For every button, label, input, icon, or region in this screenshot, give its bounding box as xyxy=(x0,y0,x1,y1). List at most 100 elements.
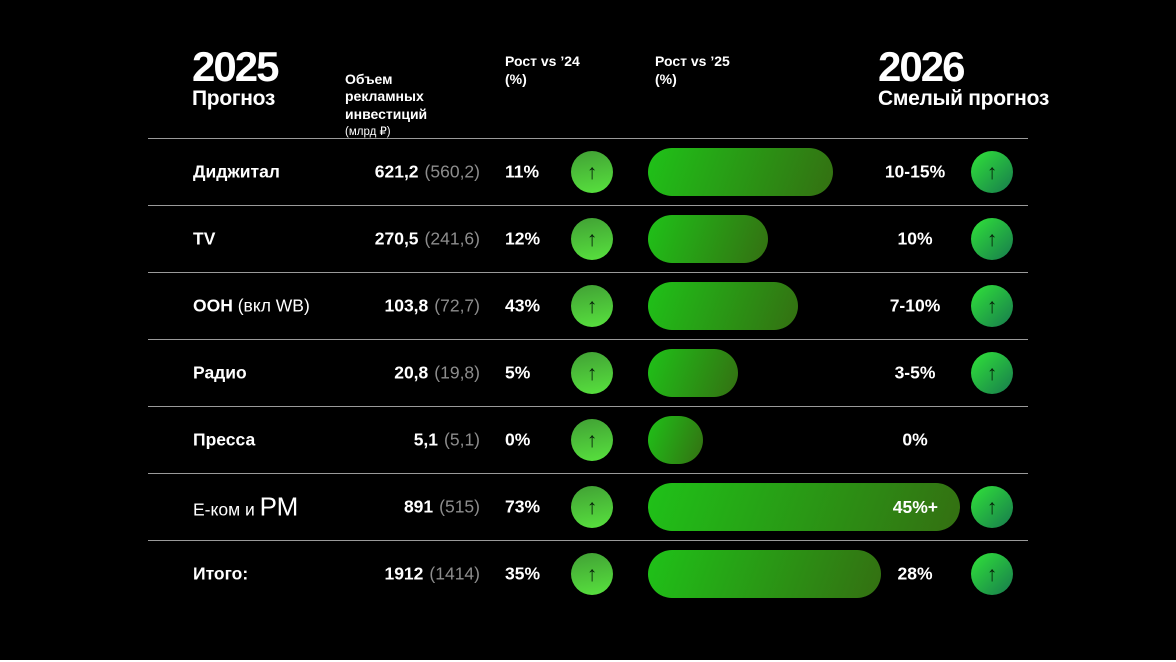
row-label-part: TV xyxy=(193,228,216,249)
row-label-part: OOH xyxy=(193,295,238,316)
arrow-up-icon: ↑ xyxy=(586,227,598,251)
column-header-growth-vs25: Рост vs ’25 (%) xyxy=(655,53,730,87)
year-2025-subheading: Прогноз xyxy=(192,87,276,110)
row-growth-vs24: 0% xyxy=(505,429,531,450)
growth-bar xyxy=(648,282,798,330)
row-label: Радио xyxy=(193,363,247,384)
row-value-cell: 103,8 (72,7) xyxy=(248,296,480,317)
forecast-badge: ↑ xyxy=(971,352,1013,394)
growth-badge: ↑ xyxy=(571,218,613,260)
growth-badge: ↑ xyxy=(571,419,613,461)
column-header-volume: Объем рекламных инвестиций (млрд ₽) xyxy=(345,53,427,157)
forecast-badge: ↑ xyxy=(971,218,1013,260)
growth-badge: ↑ xyxy=(571,553,613,595)
row-value-2024: (241,6) xyxy=(424,228,480,249)
row-label-part: РМ xyxy=(259,491,299,522)
row-forecast-2026: 10-15% xyxy=(884,161,946,182)
growth-badge: ↑ xyxy=(571,352,613,394)
row-label: Итого: xyxy=(193,564,248,585)
table-row: Пресса 5,1(5,1) 0% ↑ 0% ↑ xyxy=(148,406,1028,473)
growth-badge: ↑ xyxy=(571,151,613,193)
growth-bar: 45%+ xyxy=(648,483,960,531)
arrow-up-icon: ↑ xyxy=(586,428,598,452)
growth-badge: ↑ xyxy=(571,486,613,528)
row-growth-vs24: 35% xyxy=(505,563,541,584)
row-label: Пресса xyxy=(193,430,255,451)
column-header-volume-unit: (млрд ₽) xyxy=(345,126,391,138)
row-growth-vs24: 43% xyxy=(505,295,541,316)
row-label-part: Диджитал xyxy=(193,161,280,182)
arrow-up-icon: ↑ xyxy=(986,160,998,184)
forecast-badge: ↑ xyxy=(971,486,1013,528)
row-growth-vs24: 5% xyxy=(505,362,531,383)
table-row: Е-ком и РМ 891 (515) 73% ↑ 45%+ ↑ xyxy=(148,473,1028,540)
arrow-up-icon: ↑ xyxy=(586,361,598,385)
row-forecast-2026: 7-10% xyxy=(889,295,941,316)
table-row: Радио 20,8 (19,8) 5% ↑ 3-5% ↑ xyxy=(148,339,1028,406)
arrow-up-icon: ↑ xyxy=(986,495,998,519)
growth-bar xyxy=(648,550,881,598)
row-value-2025: 5,1 xyxy=(413,429,439,450)
forecast-badge: ↑ xyxy=(971,285,1013,327)
row-value-cell: 270,5 (241,6) xyxy=(248,229,480,250)
row-value-2025: 891 xyxy=(403,496,434,517)
row-value-cell: 5,1 (5,1) xyxy=(248,430,480,451)
arrow-up-icon: ↑ xyxy=(986,562,998,586)
row-value-2024: (19,8) xyxy=(434,362,480,383)
table-row: Диджитал 621,2 (560,2) 11% ↑ 10-15% ↑ xyxy=(148,138,1028,205)
forecast-badge: ↑ xyxy=(971,151,1013,193)
row-growth-vs24: 11% xyxy=(505,161,540,182)
row-label: OOH (вкл WB) xyxy=(193,296,310,317)
row-label-part: Итого: xyxy=(193,563,249,584)
growth-bar-label: 45%+ xyxy=(892,496,938,517)
growth-bar xyxy=(648,349,738,397)
arrow-up-icon: ↑ xyxy=(586,495,598,519)
row-label-part: Пресса xyxy=(193,429,256,450)
growth-bar xyxy=(648,215,768,263)
row-label-part: Е-ком и xyxy=(193,499,260,520)
column-header-growth-vs24: Рост vs ’24 (%) xyxy=(505,53,580,87)
arrow-up-icon: ↑ xyxy=(986,294,998,318)
year-2026-heading: 2026 xyxy=(878,43,965,90)
row-value-2024: (515) xyxy=(439,496,480,517)
forecast-table: Диджитал 621,2 (560,2) 11% ↑ 10-15% ↑ TV … xyxy=(148,138,1028,607)
year-2026-subheading: Смелый прогноз xyxy=(878,87,1049,110)
table-row: Итого: 1912 (1414) 35% ↑ 28% ↑ xyxy=(148,540,1028,607)
arrow-up-icon: ↑ xyxy=(586,562,598,586)
forecast-badge: ↑ xyxy=(971,553,1013,595)
row-value-2025: 621,2 xyxy=(374,161,419,182)
row-forecast-2026: 3-5% xyxy=(894,362,936,383)
row-value-2024: (1414) xyxy=(429,563,480,584)
row-forecast-2026: 28% xyxy=(897,563,933,584)
row-forecast-2026: 10% xyxy=(897,228,933,249)
row-label-part: (вкл WB) xyxy=(237,295,310,316)
row-growth-vs24: 12% xyxy=(505,228,541,249)
row-value-2024: (72,7) xyxy=(434,295,480,316)
column-header-volume-text: Объем рекламных инвестиций xyxy=(345,70,428,122)
row-value-2024: (560,2) xyxy=(424,161,480,182)
row-label: Е-ком и РМ xyxy=(193,492,298,523)
table-row: OOH (вкл WB) 103,8 (72,7) 43% ↑ 7-10% ↑ xyxy=(148,272,1028,339)
growth-badge: ↑ xyxy=(571,285,613,327)
row-growth-vs24: 73% xyxy=(505,496,541,517)
arrow-up-icon: ↑ xyxy=(586,160,598,184)
arrow-up-icon: ↑ xyxy=(586,294,598,318)
arrow-up-icon: ↑ xyxy=(986,361,998,385)
table-row: TV 270,5 (241,6) 12% ↑ 10% ↑ xyxy=(148,205,1028,272)
row-label: TV xyxy=(193,229,215,250)
year-2025-heading: 2025 xyxy=(192,43,279,90)
row-value-cell: 891 (515) xyxy=(248,497,480,518)
growth-bar xyxy=(648,416,703,464)
arrow-up-icon: ↑ xyxy=(986,227,998,251)
bottom-edge-line xyxy=(0,660,1176,662)
row-value-2025: 1912 xyxy=(384,563,424,584)
row-label: Диджитал xyxy=(193,162,280,183)
row-value-2025: 20,8 xyxy=(394,362,429,383)
growth-bar xyxy=(648,148,833,196)
row-value-cell: 1912 (1414) xyxy=(248,564,480,585)
row-value-2025: 270,5 xyxy=(374,228,419,249)
row-value-2025: 103,8 xyxy=(384,295,429,316)
row-label-part: Радио xyxy=(193,362,247,383)
row-forecast-2026: 0% xyxy=(902,429,928,450)
